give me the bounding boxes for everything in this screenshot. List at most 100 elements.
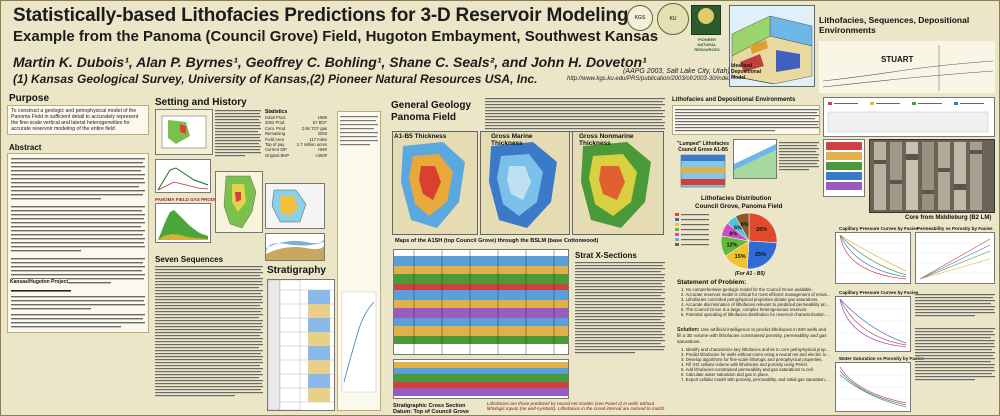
strat-cross-section-top-graphic — [394, 250, 568, 354]
panoma-chart-title: PANOMA FIELD GAS PRODUCTION — [155, 197, 232, 202]
abstract-text-lines — [11, 158, 145, 328]
strat-x-heading: Strat X-Sections — [575, 251, 637, 260]
problem-list: 1. No comprehensive geologic model for t… — [681, 287, 831, 317]
abstract-box — [7, 153, 149, 333]
cap-press-plot — [835, 232, 911, 284]
map-gross-nonmarine-graphic — [573, 132, 663, 234]
cap-press-plot-graphic — [836, 234, 910, 280]
stratigraphy-column-graphic — [267, 279, 334, 411]
permeab-plot — [915, 232, 995, 284]
lumped-title: "Lumped" Lithofacies Council Grove A1-B5 — [677, 141, 729, 153]
statistics-key: Original BHP — [265, 152, 290, 158]
pioneer-logo — [691, 5, 721, 35]
strat-x-text — [575, 261, 665, 391]
solution-text: Use artificial intelligence to predict l… — [677, 327, 827, 344]
strat-cross-section-top — [393, 249, 569, 355]
map-a1-b5-graphic — [393, 132, 477, 234]
capillary-pressure-text-lines — [915, 328, 995, 381]
seven-sequences-text-lines — [155, 266, 263, 397]
poster-title-line1: Statistically-based Lithofacies Predicti… — [13, 5, 635, 26]
panoma-field-heading: Panoma Field — [391, 112, 457, 123]
statistics-row: Original BHP <450# — [265, 153, 327, 158]
setting-text-lines — [215, 110, 261, 157]
lithofacies-env-heading: Lithofacies and Depositional Environment… — [672, 97, 796, 103]
stratigraphy-column — [267, 279, 335, 411]
pie-slice-label: 6% — [734, 226, 742, 232]
pie-legend — [675, 213, 715, 251]
statistics-value: 117 miles — [309, 136, 327, 142]
lithofacies-seq-title: Lithofacies, Sequences, Depositional Env… — [819, 15, 970, 35]
poster-title-line2: Example from the Panoma (Council Grove) … — [13, 28, 659, 45]
seven-sequences-heading: Seven Sequences — [155, 255, 224, 264]
statistics-value: 2003 — [317, 131, 327, 137]
facies-legend-chart — [823, 97, 995, 137]
pie-slice — [746, 240, 778, 270]
strat-x-text-lines — [575, 262, 665, 354]
council-grove-pie-heading: Council Grove, Panoma Field — [695, 203, 783, 210]
pie-caption: (For A1 - B5) — [735, 271, 765, 277]
idealized-depositional-model — [729, 5, 815, 87]
statistics-key: Field Area — [265, 136, 284, 142]
setting-text — [215, 109, 261, 169]
stratigraphy-heading: Stratigraphy — [267, 265, 326, 276]
field-outline-map — [265, 183, 325, 229]
cap-press2-plot-graphic — [836, 298, 910, 348]
strat-cross-section-bottom — [393, 359, 569, 399]
core-caption: Core from Middleburg (B2 LM) — [905, 215, 992, 221]
statement-heading: Statement of Problem: — [677, 279, 747, 286]
pie-legend-graphic — [675, 213, 709, 246]
lithofacies-env-box — [672, 105, 820, 135]
production-chart-top-graphic — [157, 167, 209, 191]
facies-core-graphic — [826, 142, 862, 190]
strat-caption-1: Stratigraphic Cross Section — [393, 403, 466, 409]
statistics-value: 1.7 million acres — [296, 142, 327, 148]
core-photo-graphic — [874, 142, 982, 210]
pie-slice — [735, 212, 750, 242]
pie-slice-label: 15% — [735, 254, 746, 260]
purpose-box: To construct a geologic and petrophysica… — [7, 105, 149, 135]
statistics-heading: Statistics — [265, 109, 288, 115]
permeab-plot-graphic — [916, 238, 994, 280]
structure-map-graphic — [223, 175, 257, 229]
stuart-label: STUART — [881, 55, 914, 64]
strat-note: Lithofacies are those predicted by neura… — [487, 401, 665, 412]
statistics-value: 1969 — [317, 115, 327, 120]
facies-legend-graphic — [827, 102, 989, 133]
location-map-graphic — [156, 110, 212, 154]
statistics-row: 2002 Prod. 67 BCF — [265, 120, 327, 125]
map-gross-nonmarine-label: Gross Nonmarine Thickness — [579, 133, 634, 147]
statistics-value: <65# — [317, 147, 327, 153]
sequence-schematic-graphic — [822, 45, 994, 91]
poster-url[interactable]: http://www.kgs.ku.edu/PRS/publication/20… — [567, 76, 745, 82]
strat-cross-section-bottom-graphic — [394, 362, 568, 396]
statistics-key: Cum. Prod. — [265, 125, 287, 131]
cap-facies-text — [915, 293, 995, 323]
statistics-row: Remaining 2003 — [265, 131, 327, 136]
production-chart — [155, 203, 211, 243]
setting-heading: Setting and History — [155, 97, 247, 108]
cap-press2-title: Capillary Pressure Curves by Facies — [839, 290, 919, 295]
map-a1-b5-label: A1-B5 Thickness — [394, 133, 447, 140]
production-chart-graphic — [158, 210, 208, 240]
statistics-key: Initial Prod. — [265, 115, 286, 120]
lithofacies-env-text-lines — [675, 109, 819, 132]
kgs-logo: KGS — [627, 5, 653, 31]
map-gross-marine-graphic — [481, 132, 569, 234]
pie-slice-label: 26% — [756, 227, 767, 233]
list-item: 6. Potential upscaling of lithofacies di… — [681, 312, 831, 317]
solution-block: Solution: Use artificial intelligence to… — [677, 327, 831, 344]
setting-right-panel — [337, 111, 381, 411]
depositional-diagram — [733, 139, 777, 179]
cap-press2-plot — [835, 296, 911, 352]
meeting-info: (AAPG 2003, Salt Lake City, Utah) — [623, 68, 730, 75]
solution-label: Solution: — [677, 327, 700, 333]
map-gross-marine — [480, 131, 570, 235]
setting-right-panel-lines — [340, 116, 378, 393]
lumped-lithofacies-graphic — [680, 154, 726, 188]
statistics-row: Current SIP <65# — [265, 147, 327, 152]
depositional-text-lines — [779, 142, 819, 171]
field-outline-map-graphic — [266, 184, 324, 228]
steps-list: 1. Identify and characterize key lithofa… — [681, 347, 831, 382]
sw-poro-title: Water Saturation vs Porosity by Facies — [839, 356, 924, 361]
